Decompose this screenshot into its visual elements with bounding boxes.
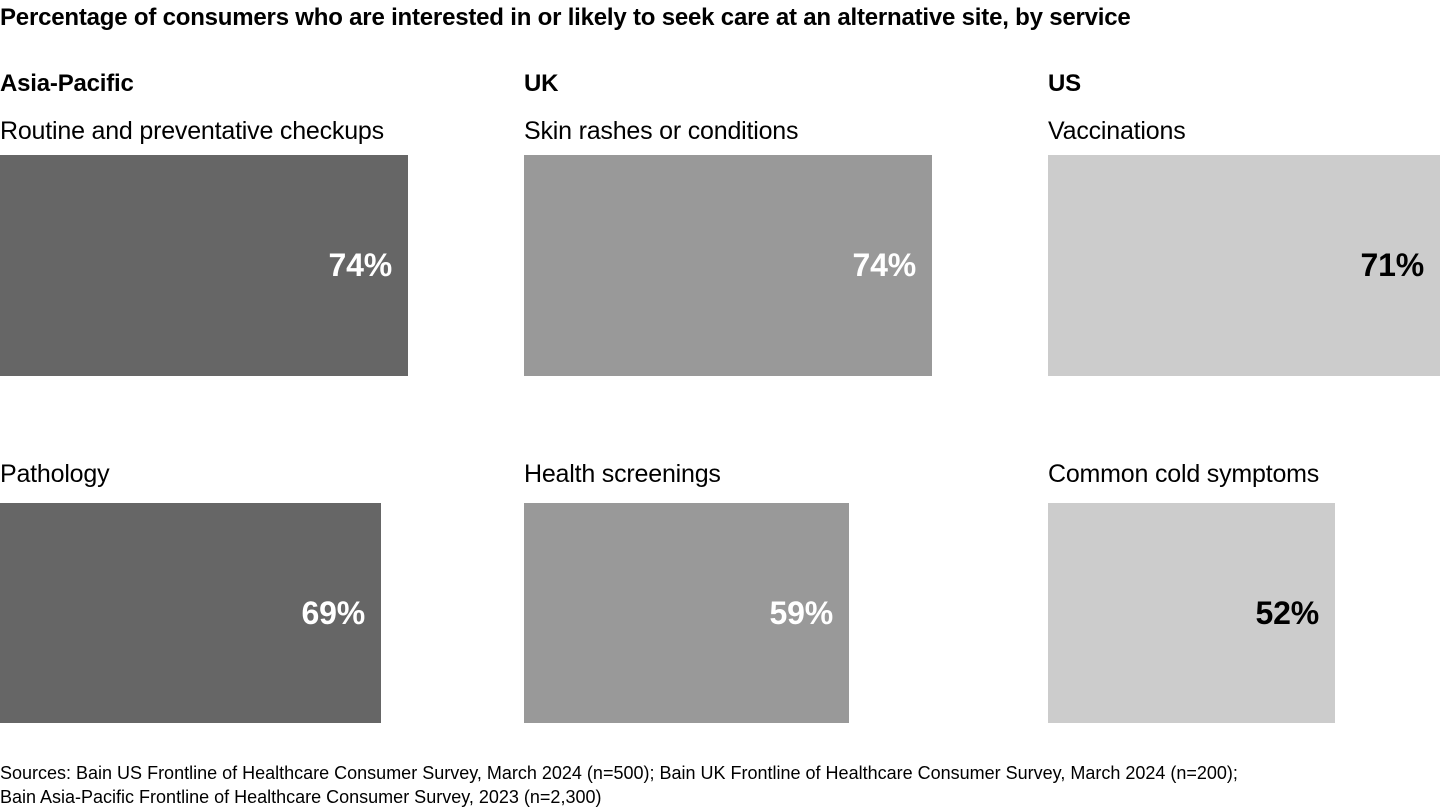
bar-label: Common cold symptoms	[1048, 460, 1320, 488]
chart-title: Percentage of consumers who are interest…	[0, 4, 1131, 31]
chart-grid: Asia-Pacific Routine and preventative ch…	[0, 70, 1440, 723]
region-column-us: US Vaccinations 71% Common cold symptoms…	[1048, 70, 1440, 723]
sources-line-1: Sources: Bain US Frontline of Healthcare…	[0, 763, 1238, 783]
region-column-uk: UK Skin rashes or conditions 74% Health …	[524, 70, 1048, 723]
bar-label: Pathology	[0, 460, 110, 488]
bar-value: 71%	[1360, 247, 1425, 283]
bar-label: Vaccinations	[1048, 117, 1186, 145]
bar-value: 52%	[1255, 594, 1320, 631]
bar: 71%	[1048, 155, 1440, 376]
bar: 69%	[0, 503, 381, 723]
sources-line-2: Bain Asia-Pacific Frontline of Healthcar…	[0, 787, 602, 807]
bar: 74%	[524, 155, 932, 376]
bar: 52%	[1048, 503, 1335, 723]
bar-label: Routine and preventative checkups	[0, 117, 384, 145]
region-header: Asia-Pacific	[0, 70, 134, 97]
bar-value: 69%	[301, 594, 366, 631]
sources-note: Sources: Bain US Frontline of Healthcare…	[0, 761, 1440, 809]
region-column-asia-pacific: Asia-Pacific Routine and preventative ch…	[0, 70, 524, 723]
bar-value: 59%	[769, 594, 834, 631]
bar-label: Skin rashes or conditions	[524, 117, 799, 145]
bar-label: Health screenings	[524, 460, 721, 488]
bar-value: 74%	[852, 247, 917, 283]
region-header: UK	[524, 70, 559, 97]
bar-value: 74%	[328, 247, 393, 283]
bar: 59%	[524, 503, 849, 723]
region-header: US	[1048, 70, 1081, 97]
bar: 74%	[0, 155, 408, 376]
